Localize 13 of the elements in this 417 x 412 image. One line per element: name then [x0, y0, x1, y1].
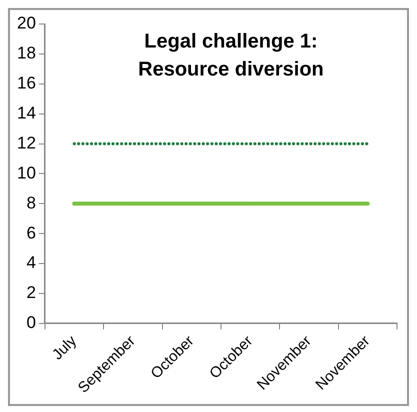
y-tick-label: 6 — [26, 223, 36, 242]
y-tick-label: 4 — [26, 253, 36, 272]
y-tick-label: 12 — [16, 133, 36, 152]
y-tick-label: 20 — [16, 14, 36, 33]
y-tick-label: 0 — [26, 313, 36, 332]
text: Legal challenge 1: Resource diversion — [138, 30, 324, 81]
y-tick-label: 18 — [16, 44, 36, 63]
y-tick-label: 14 — [16, 104, 36, 123]
x-tick-label: July — [49, 332, 80, 364]
y-tick-label: 8 — [26, 193, 36, 212]
y-tick-label: 2 — [26, 283, 36, 302]
y-tick-label: 16 — [16, 74, 36, 93]
y-tick-label: 10 — [16, 163, 36, 182]
